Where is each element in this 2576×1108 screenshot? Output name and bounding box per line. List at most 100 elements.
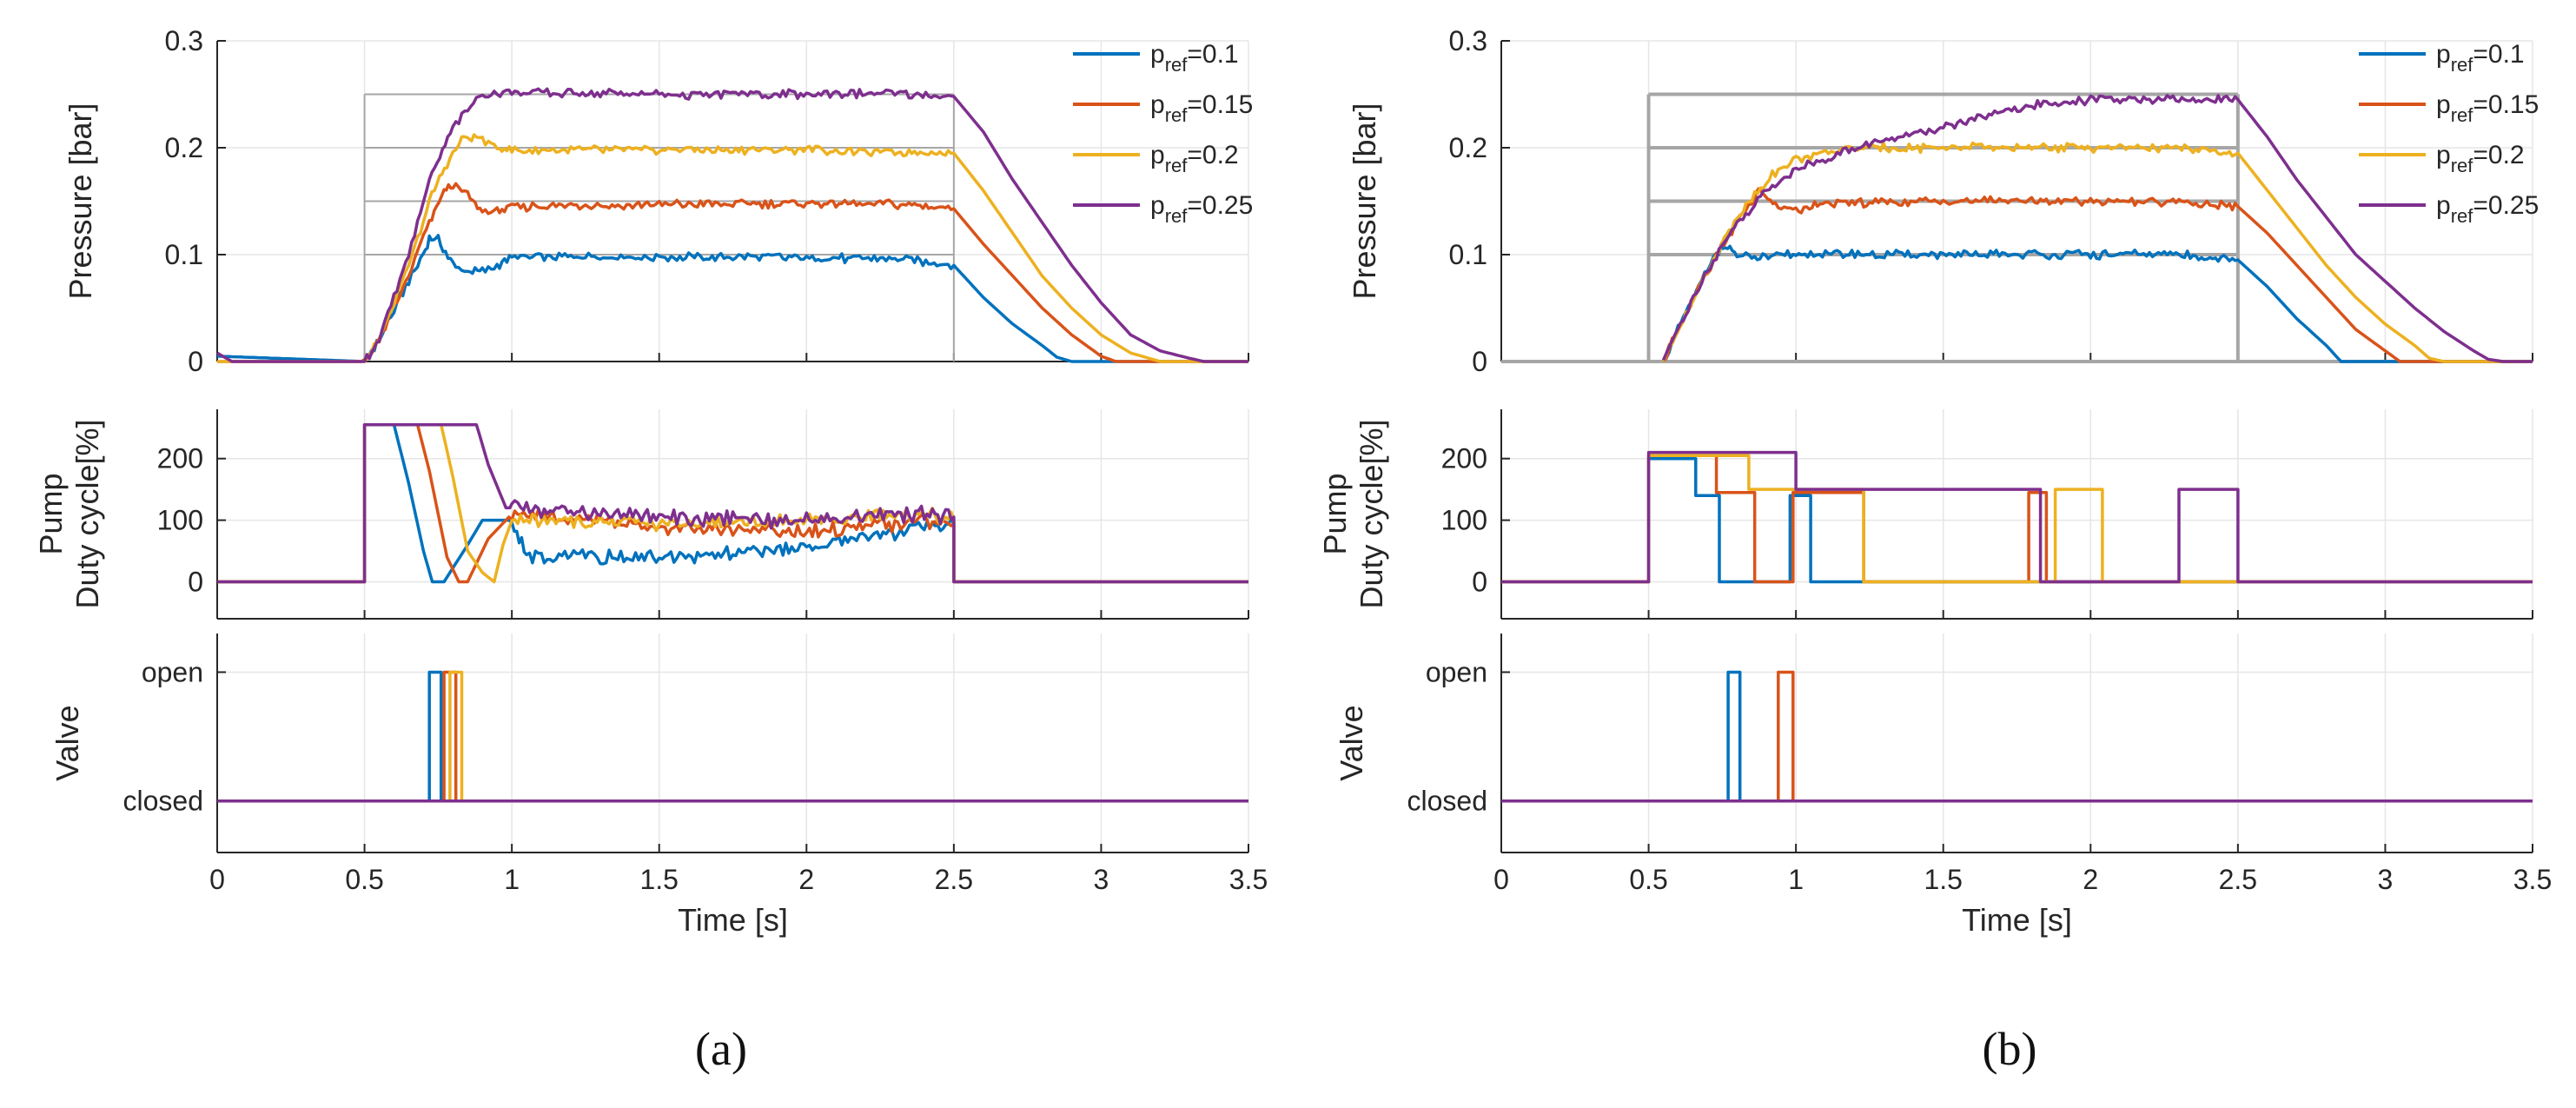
y-tick-label: 0.2 <box>1449 132 1487 163</box>
legend-sub: ref <box>2451 155 2474 176</box>
legend-label-p01: pref=0.1 <box>1150 40 1239 76</box>
legend-tail: =0.15 <box>2473 90 2539 119</box>
legend-sub: ref <box>1165 205 1189 227</box>
x-tick-label: 2 <box>2083 864 2098 895</box>
axes-pump-0: 0 100 200 Pump Duty cycle[%] <box>33 409 1249 620</box>
panel-caption: (b) <box>1983 1023 2037 1075</box>
x-tick-label: 3.5 <box>1229 864 1268 895</box>
series-line-p01 <box>216 234 1248 363</box>
y-axis-label-line2: Duty cycle[%] <box>1354 419 1389 608</box>
legend-base: p <box>1150 90 1165 119</box>
x-axis-label: Time [s] <box>678 902 788 938</box>
series-line-p01 <box>1662 244 2533 363</box>
series-line-p01 <box>1501 670 2533 803</box>
x-tick-label: 1.5 <box>1924 864 1962 895</box>
legend-base: p <box>2436 191 2451 220</box>
series-line-p015 <box>217 422 1248 584</box>
series-line-p02 <box>1501 454 2533 584</box>
x-axis-label: Time [s] <box>1962 902 2072 938</box>
x-tick-label: 0 <box>1493 864 1509 895</box>
legend-sub: ref <box>2451 104 2474 126</box>
y-tick-label: open <box>1426 656 1487 687</box>
legend-label-p025: pref=0.25 <box>1150 191 1253 227</box>
legend-label-p025: pref=0.25 <box>2436 191 2539 227</box>
x-tick-label: 0.5 <box>345 864 383 895</box>
x-tick-label: 3 <box>1094 864 1109 895</box>
legend-sub: ref <box>1165 104 1189 126</box>
y-tick-label: 100 <box>1441 505 1487 536</box>
y-tick-label: 0.2 <box>165 132 203 163</box>
legend-sub: ref <box>2451 205 2474 227</box>
y-tick-label: closed <box>123 786 204 817</box>
y-tick-label: closed <box>1407 786 1488 817</box>
series-line-p015 <box>217 670 1248 803</box>
x-tick-label: 3.5 <box>2513 864 2552 895</box>
axes-valve-0: 0 0.5 1 1.5 2 2.5 3 3.5 closed open Valve Time [s] <box>50 634 1268 938</box>
y-tick-label: 100 <box>157 505 203 536</box>
series-line-p02 <box>217 133 1248 363</box>
y-tick-label: 0 <box>188 566 203 597</box>
x-tick-label: 1 <box>1788 864 1804 895</box>
y-axis-label: Pump <box>1317 473 1353 554</box>
series-line-p015 <box>1501 670 2533 803</box>
x-tick-label: 0.5 <box>1629 864 1667 895</box>
legend-tail: =0.2 <box>2473 141 2524 169</box>
series-line-p025 <box>216 87 1248 363</box>
x-tick-label: 2.5 <box>2219 864 2257 895</box>
legend-sub: ref <box>1165 155 1189 176</box>
axes-pump-1: 0 100 200 Pump Duty cycle[%] <box>1317 409 2533 620</box>
legend-tail: =0.2 <box>1187 141 1238 169</box>
legend-base: p <box>1150 141 1165 169</box>
legend-label-p01: pref=0.1 <box>2436 40 2525 76</box>
y-tick-label: 0.1 <box>165 239 203 270</box>
legend-tail: =0.25 <box>1187 191 1253 220</box>
series-line-p01 <box>217 422 1248 584</box>
y-tick-label: 0.3 <box>1449 25 1487 56</box>
series-line-p02 <box>217 422 1248 584</box>
y-tick-label: 200 <box>157 443 203 474</box>
series-line-p01 <box>217 670 1248 803</box>
axes-valve-1: 0 0.5 1 1.5 2 2.5 3 3.5 closed open Valve Time [s] <box>1334 634 2552 938</box>
legend-tail: =0.1 <box>2473 40 2524 69</box>
x-tick-label: 1 <box>504 864 520 895</box>
legend-label-p02: pref=0.2 <box>2436 141 2525 176</box>
legend-base: p <box>2436 90 2451 119</box>
y-tick-label: 0.1 <box>1449 239 1487 270</box>
legend-tail: =0.15 <box>1187 90 1253 119</box>
series-line-p02 <box>1661 141 2533 363</box>
x-tick-label: 3 <box>2378 864 2394 895</box>
y-axis-label-line2: Duty cycle[%] <box>70 419 105 608</box>
x-tick-label: 1.5 <box>639 864 678 895</box>
panel-caption: (a) <box>695 1023 747 1075</box>
legend-label-p015: pref=0.15 <box>1150 90 1253 126</box>
y-axis-label: Valve <box>50 705 85 780</box>
y-axis-label: Pressure [bar] <box>63 103 98 299</box>
series-line-p025 <box>217 422 1248 584</box>
y-tick-label: 0.3 <box>165 25 203 56</box>
legend-base: p <box>1150 40 1165 69</box>
legend-sub: ref <box>1165 54 1189 76</box>
series-line-p015 <box>1501 454 2533 584</box>
legend-tail: =0.25 <box>2473 191 2539 220</box>
series-line-p025 <box>1661 94 2533 363</box>
legend-tail: =0.1 <box>1187 40 1238 69</box>
series-line-p015 <box>1662 187 2533 363</box>
axes-pressure-0: 0 0.1 0.2 0.3 Pressure [bar] <box>63 25 1249 377</box>
y-tick-label: open <box>142 656 203 687</box>
series-line-p02 <box>217 670 1248 803</box>
y-tick-label: 0 <box>1472 566 1487 597</box>
y-tick-label: 200 <box>1441 443 1487 474</box>
legend-label-p015: pref=0.15 <box>2436 90 2539 126</box>
series-line-p025 <box>1501 450 2533 584</box>
y-axis-label: Pump <box>33 473 69 554</box>
y-axis-label: Pressure [bar] <box>1347 103 1382 299</box>
axes-pressure-1: 0 0.1 0.2 0.3 Pressure [bar] <box>1347 25 2533 377</box>
legend-label-p02: pref=0.2 <box>1150 141 1239 176</box>
legend-base: p <box>2436 141 2451 169</box>
x-tick-label: 0 <box>209 864 225 895</box>
x-tick-label: 2.5 <box>935 864 973 895</box>
y-axis-label: Valve <box>1334 705 1369 780</box>
legend-base: p <box>1150 191 1165 220</box>
